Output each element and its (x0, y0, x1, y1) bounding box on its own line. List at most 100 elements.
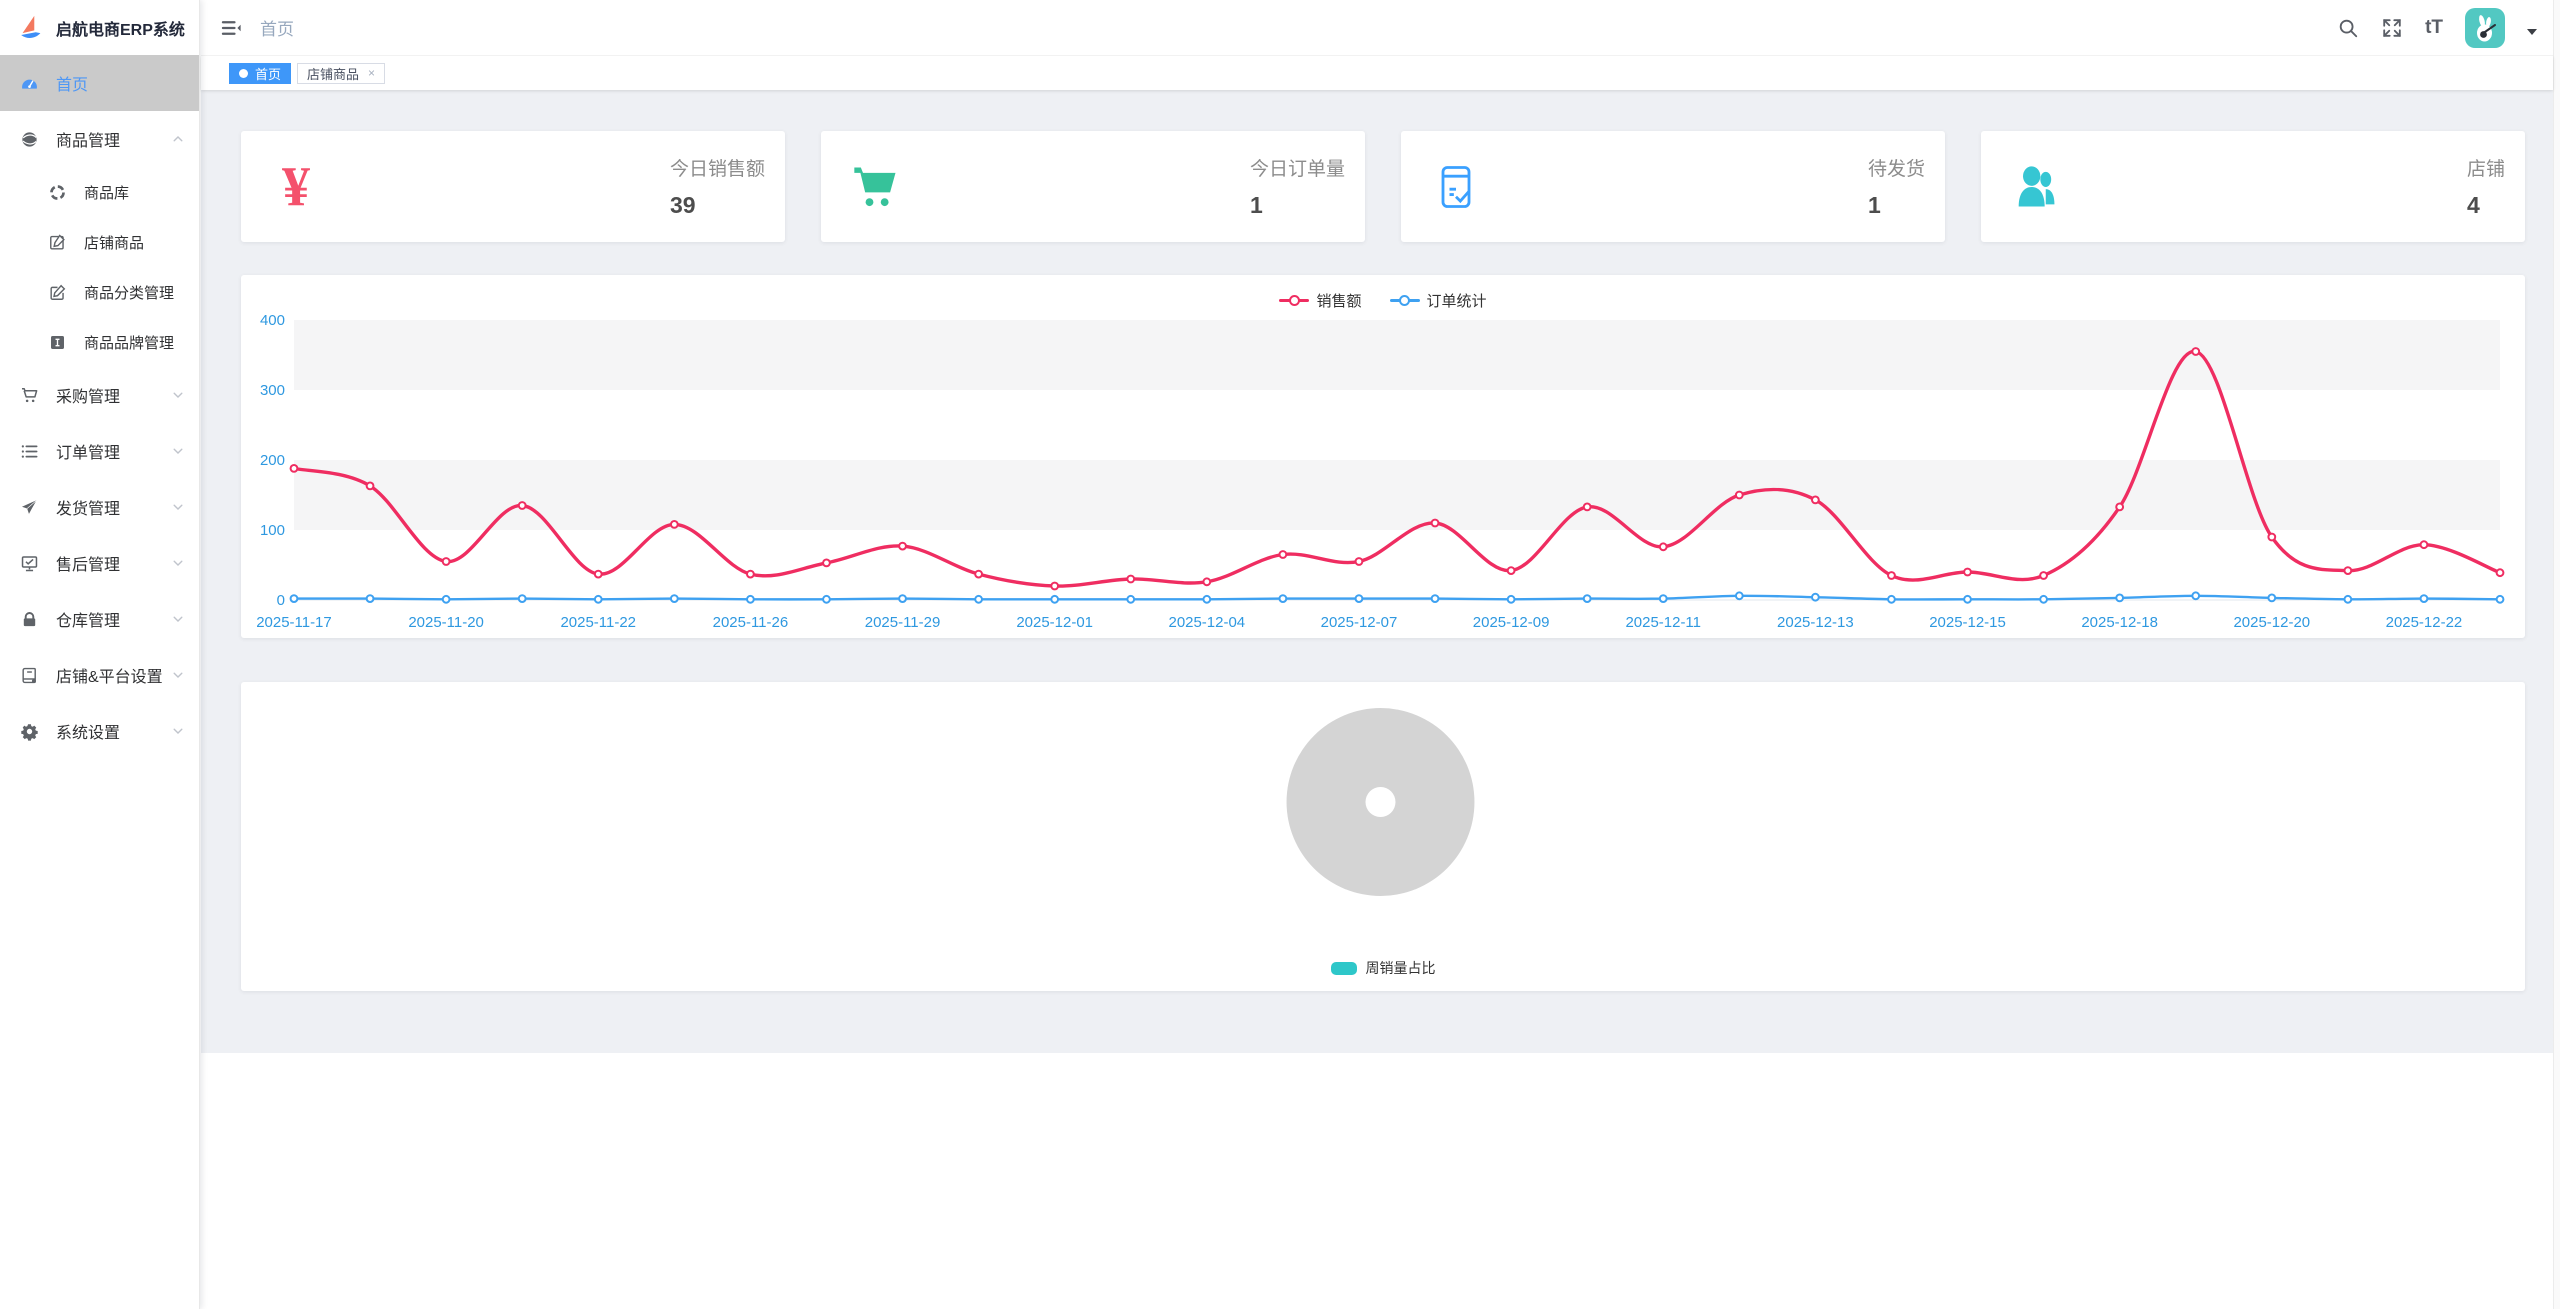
package-check-icon (1427, 158, 1485, 216)
stat-title: 今日销售额 (669, 159, 765, 180)
navbar-actions: tT (2337, 7, 2537, 48)
sidebar-item-goods-db[interactable]: 商品库 (0, 167, 199, 217)
globe-icon (20, 130, 39, 149)
sidebar-item-warehouse[interactable]: 仓库管理 (0, 591, 199, 647)
sidebar-item-system[interactable]: 系统设置 (0, 703, 199, 759)
sidebar-item-home[interactable]: 首页 (0, 55, 199, 111)
yen-icon: ¥ (267, 158, 325, 216)
sidebar-item-label: 仓库管理 (56, 613, 121, 630)
sidebar-item-orders[interactable]: 订单管理 (0, 423, 199, 479)
avatar[interactable] (2465, 7, 2505, 48)
sidebar-item-label: 售后管理 (56, 557, 121, 574)
stat-text: 待发货 1 (1868, 154, 1925, 219)
submenu-item-label: 店铺商品 (84, 234, 145, 252)
donut-hole (1365, 787, 1396, 818)
svg-text:2025-12-20: 2025-12-20 (2233, 614, 2310, 631)
tag-home[interactable]: 首页 (229, 62, 292, 84)
pie-legend-swatch[interactable] (1330, 961, 1357, 975)
chevron-down-icon (171, 388, 185, 402)
gear-icon (20, 722, 39, 741)
sales-orders-line-chart[interactable]: 0 100 200 300 400 2025-11-17 2025-11-20 2025-11… (241, 275, 2525, 638)
sidebar-item-goods-brand[interactable]: 商品品牌管理 (0, 317, 199, 367)
sidebar-item-label: 店铺&平台设置 (56, 669, 163, 686)
pie-legend: 周销量占比 (241, 958, 2525, 978)
tag-shop-goods[interactable]: 店铺商品 × (297, 62, 386, 84)
breadcrumb: 首页 (260, 20, 294, 39)
legend-label: 订单统计 (1426, 293, 1487, 310)
sidebar-item-purchase[interactable]: 采购管理 (0, 367, 199, 423)
sidebar-item-goods[interactable]: 商品管理 (0, 111, 199, 167)
close-icon[interactable]: × (368, 66, 376, 80)
top-navbar: 首页 tT (201, 0, 2553, 56)
stat-text: 今日销售额 39 (670, 154, 765, 219)
stat-cards-row: ¥ 今日销售额 39 今日订单量 1 待发货 1 店铺 4 (241, 131, 2525, 242)
sailboat-logo-icon (21, 15, 41, 38)
chevron-down-icon (171, 556, 185, 570)
sidebar-item-label: 采购管理 (56, 389, 121, 406)
dashboard-content: ¥ 今日销售额 39 今日订单量 1 待发货 1 店铺 4 销售额 订单统计 0 100 200 300… (201, 90, 2553, 1053)
hamburger-icon[interactable] (220, 17, 242, 39)
font-size-icon[interactable]: tT (2425, 17, 2443, 38)
stat-value: 1 (1249, 192, 1263, 218)
stat-card-orders-today: 今日订单量 1 (821, 131, 1365, 242)
svg-text:300: 300 (260, 382, 285, 399)
sidebar-item-platform[interactable]: 店铺&平台设置 (0, 647, 199, 703)
sidebar-item-label: 发货管理 (56, 501, 121, 518)
chevron-down-icon (171, 500, 185, 514)
stat-text: 店铺 4 (2467, 154, 2505, 219)
legend-item-销售额[interactable]: 销售额 (1279, 290, 1362, 311)
stat-value: 4 (2466, 192, 2480, 218)
ledger-icon (20, 666, 39, 685)
submenu-item-label: 商品库 (84, 184, 130, 202)
tag-label: 首页 (255, 66, 282, 82)
edit-pen-icon (48, 283, 67, 302)
monitor-check-icon (20, 554, 39, 573)
fullscreen-icon[interactable] (2381, 17, 2403, 39)
stat-card-to-ship: 待发货 1 (1401, 131, 1945, 242)
svg-text:2025-12-11: 2025-12-11 (1625, 614, 1701, 631)
submenu-item-label: 商品品牌管理 (84, 334, 175, 352)
cart-icon (847, 158, 905, 216)
stat-value: 1 (1867, 192, 1881, 218)
sidebar-item-goods-category[interactable]: 商品分类管理 (0, 267, 199, 317)
chevron-down-icon (171, 612, 185, 626)
chevron-down-icon (171, 668, 185, 682)
sidebar-item-aftersale[interactable]: 售后管理 (0, 535, 199, 591)
send-icon (20, 498, 39, 517)
sidebar-item-label: 商品管理 (56, 133, 121, 150)
legend-line-marker-icon (1389, 295, 1420, 306)
dropdown-caret-icon[interactable] (2527, 28, 2537, 35)
svg-text:100: 100 (260, 522, 285, 539)
stat-title: 今日订单量 (1249, 159, 1345, 180)
search-icon[interactable] (2337, 17, 2359, 39)
submenu-item-label: 商品分类管理 (84, 284, 175, 302)
sidebar-item-shipping[interactable]: 发货管理 (0, 479, 199, 535)
legend-item-订单统计[interactable]: 订单统计 (1389, 290, 1487, 311)
yen-glyph: ¥ (282, 155, 310, 218)
edit-square-icon (48, 233, 67, 252)
svg-text:2025-11-22: 2025-11-22 (560, 614, 636, 631)
svg-text:2025-12-13: 2025-12-13 (1777, 614, 1854, 631)
sidebar-item-shop-goods[interactable]: 店铺商品 (0, 217, 199, 267)
legend-line-marker-icon (1279, 295, 1310, 306)
sidebar-item-label: 系统设置 (56, 725, 121, 742)
cart-outline-icon (20, 386, 39, 405)
svg-text:2025-11-29: 2025-11-29 (865, 614, 941, 631)
weekly-sales-donut-chart[interactable] (241, 682, 2525, 991)
page-scrollbar[interactable] (2553, 0, 2560, 1309)
svg-text:2025-12-15: 2025-12-15 (1929, 614, 2006, 631)
sidebar: 启航电商ERP系统 首页商品管理商品库店铺商品商品分类管理 商品品牌管理采购管理订… (0, 0, 200, 1309)
list-icon (20, 442, 39, 461)
sales-orders-chart-card: 销售额 订单统计 0 100 200 300 400 2025-11-17 2025-11-2… (241, 275, 2525, 638)
stat-value: 39 (669, 192, 696, 218)
stat-card-shops: 店铺 4 (1981, 131, 2525, 242)
legend-label: 销售额 (1316, 293, 1362, 310)
svg-text:2025-11-17: 2025-11-17 (256, 614, 332, 631)
svg-text:400: 400 (260, 312, 285, 329)
svg-text:2025-12-04: 2025-12-04 (1168, 614, 1245, 631)
chevron-up-icon (171, 132, 185, 146)
stat-card-sales-today: ¥ 今日销售额 39 (241, 131, 785, 242)
line-chart-legend: 销售额 订单统计 (241, 290, 2525, 311)
app-title: 启航电商ERP系统 (56, 21, 185, 39)
